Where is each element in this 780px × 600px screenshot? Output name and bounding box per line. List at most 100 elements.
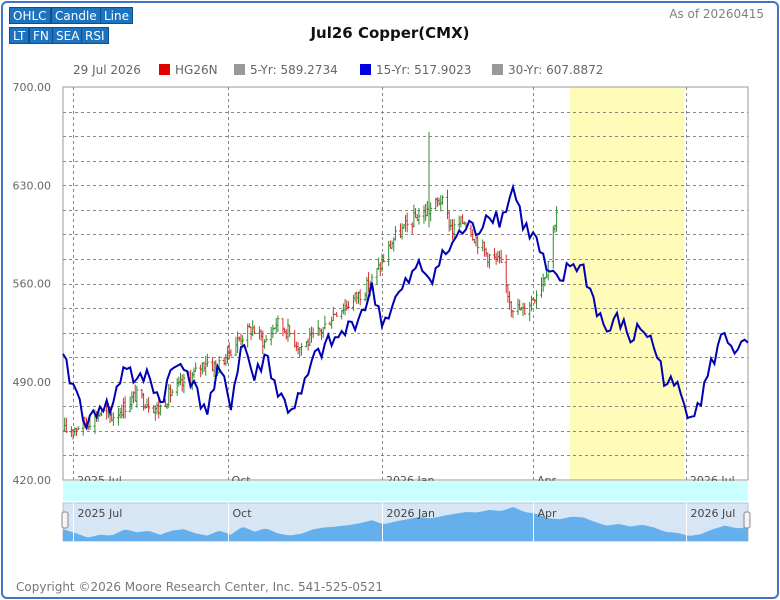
ohlc-bar (504, 254, 508, 294)
ohlc-bar (382, 254, 386, 263)
ohlc-bar (481, 239, 485, 252)
ohlc-bar (445, 189, 449, 220)
ohlc-bar (76, 426, 80, 431)
ohlc-bar (459, 216, 463, 228)
ohlc-bar (179, 372, 183, 386)
navigator-label: 2026 Jan (387, 507, 435, 520)
as-of-date: As of 20260415 (669, 7, 764, 21)
ohlc-bar (120, 404, 124, 419)
ohlc-bar (118, 407, 122, 419)
ohlc-bar (274, 317, 278, 334)
ohlc-bar (410, 222, 414, 235)
ohlc-bar (449, 219, 453, 231)
ohlc-bar (356, 291, 360, 304)
plot-border (62, 86, 749, 481)
ohlc-bar (123, 396, 127, 419)
ohlc-bar (262, 339, 266, 349)
ohlc-bar (521, 302, 525, 317)
navigator-label: Apr (538, 507, 558, 520)
ohlc-bar (236, 331, 240, 354)
ohlc-bar (202, 361, 206, 373)
ohlc-bar (143, 404, 147, 409)
ohlc-bar (269, 326, 273, 346)
ohlc-bar (341, 303, 345, 315)
ohlc-bar (412, 204, 416, 228)
ohlc-bar (509, 300, 513, 318)
ohlc-bar (439, 195, 443, 212)
seasonal-series-line (62, 183, 749, 431)
seasonal-line (62, 183, 749, 431)
ohlc-bar (534, 290, 538, 309)
ohlc-bar (543, 276, 547, 287)
ohlc-bar (343, 298, 347, 316)
ohlc-bar (192, 367, 196, 379)
ohlc-bar (199, 364, 203, 378)
ohlc-bar (506, 284, 510, 303)
ohlc-bar (259, 329, 263, 341)
ohlc-bar (487, 253, 491, 269)
ohlc-bar (452, 218, 456, 240)
ohlc-button[interactable]: OHLC (9, 7, 51, 24)
navigator[interactable]: 2025 Jul Oct 2026 Jan Apr 2026 Jul (61, 481, 751, 542)
ohlc-bar (476, 233, 480, 255)
ohlc-bar (516, 298, 520, 315)
fn-button[interactable]: FN (29, 27, 53, 44)
ohlc-bar (257, 326, 261, 340)
ohlc-bar (175, 378, 179, 396)
legend-swatch-30yr (492, 64, 503, 75)
ohlc-bar (499, 249, 503, 263)
ohlc-bar (286, 318, 290, 342)
ohlc-bar (69, 426, 73, 437)
ohlc-bar (299, 343, 303, 356)
ohlc-bar (308, 327, 312, 347)
ohlc-bar (486, 252, 490, 268)
ohlc-bar (271, 324, 275, 339)
ohlc-bar (88, 417, 92, 430)
ohlc-bar (133, 384, 137, 402)
legend-item-15yr[interactable]: 15-Yr: 517.9023 (360, 63, 471, 77)
ohlc-bar (330, 316, 334, 329)
ohlc-bar (393, 226, 397, 241)
ohlc-bar (340, 310, 344, 320)
ohlc-bar (415, 213, 419, 221)
ohlc-bars (63, 131, 559, 440)
navigator-handle[interactable] (743, 511, 751, 529)
ohlc-bar (234, 336, 238, 356)
ohlc-bar (321, 326, 325, 338)
ohlc-bar (451, 219, 455, 240)
ohlc-bar (474, 235, 478, 247)
ohlc-bar (167, 384, 171, 408)
ohlc-bar (226, 346, 230, 364)
ohlc-bar (224, 353, 228, 366)
ohlc-bar (210, 357, 214, 372)
ohlc-bar (498, 250, 502, 264)
rsi-button[interactable]: RSI (81, 27, 109, 44)
legend-item-hg26n[interactable]: HG26N (159, 63, 218, 77)
ohlc-bar (283, 327, 287, 334)
sea-button[interactable]: SEA (52, 27, 84, 44)
lt-button[interactable]: LT (9, 27, 30, 44)
ohlc-bar (414, 208, 418, 219)
legend-item-30yr[interactable]: 30-Yr: 607.8872 (492, 63, 603, 77)
ohlc-bar (296, 342, 300, 355)
ohlc-bar (424, 203, 428, 221)
legend-label-hg26n: HG26N (175, 63, 218, 77)
navigator-band (63, 481, 748, 501)
y-axis-labels: 420.00 490.00 560.00 630.00 700.00 (13, 81, 52, 487)
ohlc-bar (121, 397, 125, 419)
ohlc-bar (484, 247, 488, 257)
ohlc-bar (168, 384, 172, 403)
ohlc-bar (63, 417, 67, 432)
navigator-handle[interactable] (61, 511, 69, 529)
ohlc-bar (135, 385, 139, 408)
legend-item-5yr[interactable]: 5-Yr: 589.2734 (234, 63, 338, 77)
line-button[interactable]: Line (100, 7, 134, 24)
ohlc-bar (404, 214, 407, 232)
legend-swatch-15yr (360, 64, 371, 75)
ohlc-bar (227, 342, 231, 360)
ohlc-bar (457, 215, 461, 231)
ohlc-bar (511, 310, 515, 319)
seasonal-window-highlight (570, 87, 685, 480)
navigator-label: 2025 Jul (78, 507, 123, 520)
